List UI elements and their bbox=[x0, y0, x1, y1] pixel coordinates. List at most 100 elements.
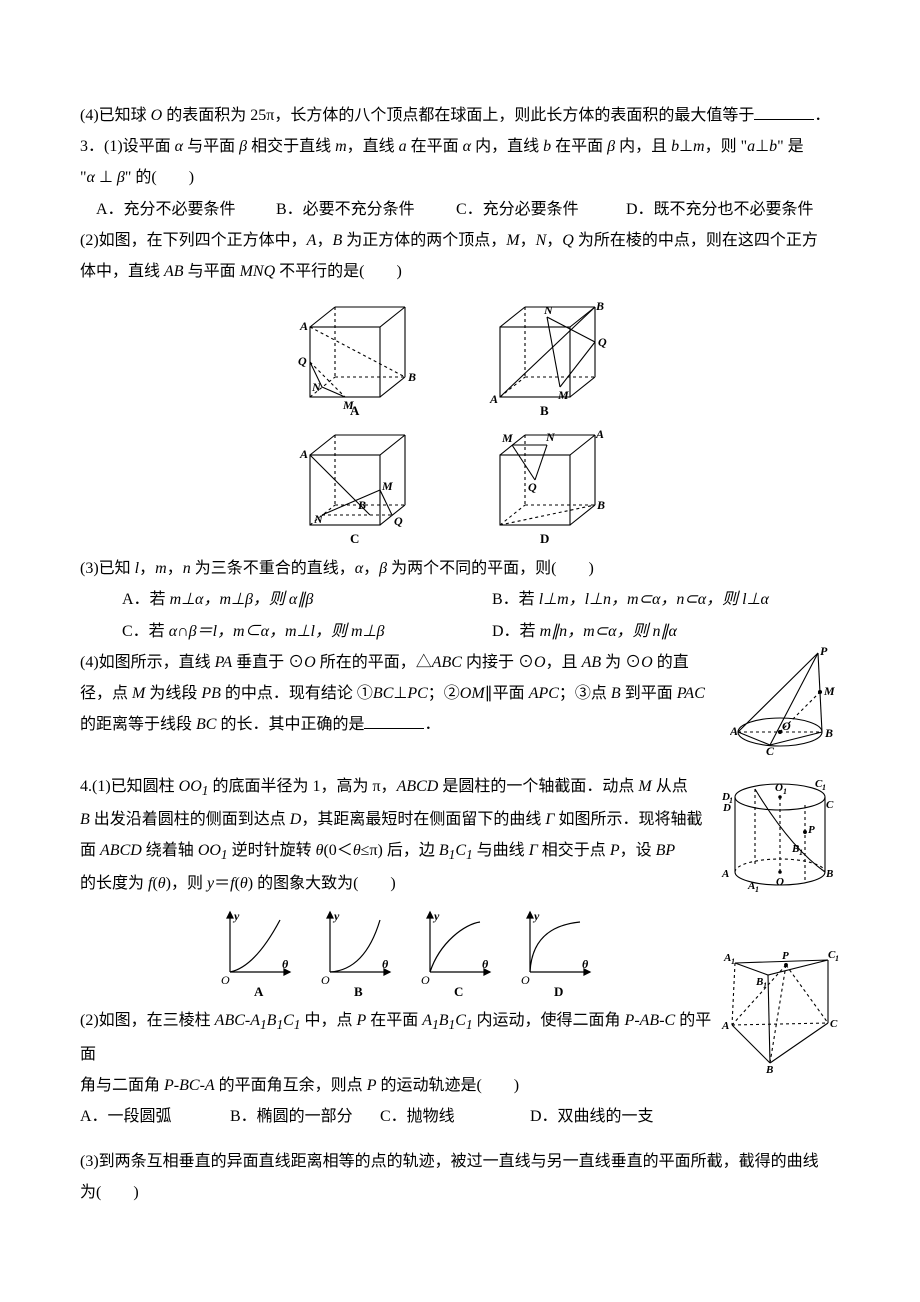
svg-text:M: M bbox=[501, 431, 513, 445]
svg-text:A: A bbox=[489, 392, 498, 406]
svg-text:B: B bbox=[595, 299, 604, 313]
var: m bbox=[155, 560, 167, 577]
option-b[interactable]: B．若 l⊥m，l⊥n，m⊂α，n⊂α，则 l⊥α bbox=[492, 584, 840, 615]
text: 内运动，使得二面角 bbox=[473, 1012, 625, 1029]
var: BC bbox=[196, 716, 216, 733]
text: 为线段 bbox=[145, 685, 201, 702]
var: Q bbox=[562, 232, 574, 249]
var: C bbox=[455, 842, 466, 859]
text: 的底面半径为 1，高为 bbox=[208, 778, 372, 795]
svg-text:1: 1 bbox=[835, 954, 839, 963]
svg-text:y: y bbox=[232, 909, 240, 923]
text: 不平行的是( ) bbox=[275, 263, 402, 280]
fill-blank[interactable] bbox=[364, 712, 424, 729]
sub: 1 bbox=[260, 1018, 267, 1033]
text: 逆时针旋转 bbox=[228, 842, 316, 859]
text: ， bbox=[546, 232, 562, 249]
spacer bbox=[80, 757, 840, 771]
svg-text:1: 1 bbox=[783, 787, 787, 796]
var: B bbox=[80, 811, 90, 828]
sub: 1 bbox=[221, 847, 228, 862]
svg-text:B: B bbox=[354, 984, 363, 997]
var: b bbox=[543, 138, 551, 155]
option-b[interactable]: B．必要不充分条件 bbox=[276, 194, 456, 225]
question-3-1-line1: 3．(1)设平面 α 与平面 β 相交于直线 m，直线 a 在平面 α 内，直线… bbox=[80, 131, 840, 162]
var: P-AB-C bbox=[625, 1012, 676, 1029]
text: ，长方体的八个顶点都在球面上，则此长方体的表面积的最大值等于 bbox=[274, 107, 754, 124]
body: m⊥α，m⊥β，则 α∥β bbox=[170, 591, 314, 608]
text: 平面 bbox=[493, 685, 529, 702]
text: 面 bbox=[80, 842, 100, 859]
var: a bbox=[747, 138, 755, 155]
svg-text:P: P bbox=[820, 647, 828, 658]
text: " 是 bbox=[777, 138, 804, 155]
svg-text:1: 1 bbox=[799, 848, 803, 857]
text: 为所在棱的中点，则在这四个正方 bbox=[574, 232, 818, 249]
svg-text:B: B bbox=[824, 726, 833, 740]
question-3-1-options: A．充分不必要条件 B．必要不充分条件 C．充分必要条件 D．既不充分也不必要条… bbox=[80, 194, 840, 225]
var: Γ bbox=[529, 842, 538, 859]
text: (3)已知 bbox=[80, 560, 135, 577]
text: 所在的平面，△ bbox=[316, 654, 432, 671]
spacer bbox=[80, 1132, 840, 1146]
svg-text:O: O bbox=[521, 973, 530, 987]
var: A bbox=[422, 1012, 432, 1029]
text: 体中，直线 bbox=[80, 263, 164, 280]
body: l⊥m，l⊥n，m⊂α，n⊂α，则 l⊥α bbox=[539, 591, 769, 608]
option-d[interactable]: D．若 m∥n，m⊂α，则 n∥α bbox=[492, 616, 840, 647]
svg-text:D: D bbox=[554, 984, 563, 997]
svg-text:A: A bbox=[254, 984, 264, 997]
var: α bbox=[87, 169, 95, 186]
var: B bbox=[439, 1012, 449, 1029]
svg-text:N: N bbox=[543, 303, 554, 317]
option-a[interactable]: A．若 m⊥α，m⊥β，则 α∥β bbox=[122, 584, 492, 615]
svg-text:C: C bbox=[830, 1018, 838, 1030]
option-a[interactable]: A．一段圆弧 bbox=[80, 1101, 230, 1132]
option-d[interactable]: D．既不充分也不必要条件 bbox=[626, 194, 846, 225]
svg-text:θ: θ bbox=[482, 957, 489, 971]
text: 出发沿着圆柱的侧面到达点 bbox=[90, 811, 290, 828]
var: BP bbox=[656, 842, 676, 859]
var: M bbox=[506, 232, 519, 249]
text: 在平面 bbox=[407, 138, 463, 155]
svg-text:A: A bbox=[595, 427, 604, 441]
svg-text:Q: Q bbox=[528, 480, 537, 494]
text: π) 后，边 bbox=[369, 842, 438, 859]
option-c[interactable]: C．若 α∩β＝l，m⊂α，m⊥l，则 m⊥β bbox=[122, 616, 492, 647]
option-b[interactable]: B．椭圆的一部分 bbox=[230, 1101, 380, 1132]
var: OM bbox=[460, 685, 485, 702]
svg-text:1: 1 bbox=[763, 981, 767, 990]
text: 相交于点 bbox=[538, 842, 610, 859]
var: O bbox=[641, 654, 653, 671]
var: B bbox=[611, 685, 621, 702]
text: 为 ⊙ bbox=[601, 654, 641, 671]
var: b bbox=[769, 138, 777, 155]
sym: ＝ bbox=[214, 875, 230, 892]
var: D bbox=[290, 811, 302, 828]
option-c[interactable]: C．抛物线 bbox=[380, 1101, 530, 1132]
option-d[interactable]: D．双曲线的一支 bbox=[530, 1101, 680, 1132]
fill-blank[interactable] bbox=[754, 103, 814, 120]
svg-text:y: y bbox=[532, 909, 540, 923]
var: PA bbox=[215, 654, 232, 671]
var: O bbox=[534, 654, 546, 671]
var: ABCD bbox=[397, 778, 439, 795]
text: ，其距离最短时在侧面留下的曲线 bbox=[301, 811, 545, 828]
var: P bbox=[367, 1077, 377, 1094]
svg-text:M: M bbox=[823, 684, 835, 698]
question-3-1-line2: "α ⊥ β" 的( ) bbox=[80, 162, 840, 193]
var: B bbox=[439, 842, 449, 859]
text: 中，点 bbox=[300, 1012, 356, 1029]
svg-text:Q: Q bbox=[394, 514, 403, 528]
q4-2-options: A．一段圆弧 B．椭圆的一部分 C．抛物线 D．双曲线的一支 bbox=[80, 1101, 680, 1132]
svg-text:B: B bbox=[357, 498, 366, 512]
var: a bbox=[399, 138, 407, 155]
var: C bbox=[283, 1012, 294, 1029]
text: 与平面 bbox=[184, 263, 240, 280]
var: ABC-A bbox=[215, 1012, 260, 1029]
option-a[interactable]: A．充分不必要条件 bbox=[96, 194, 276, 225]
var: β bbox=[239, 138, 247, 155]
svg-text:N: N bbox=[313, 512, 324, 526]
text: 的距离等于线段 bbox=[80, 716, 196, 733]
option-c[interactable]: C．充分必要条件 bbox=[456, 194, 626, 225]
